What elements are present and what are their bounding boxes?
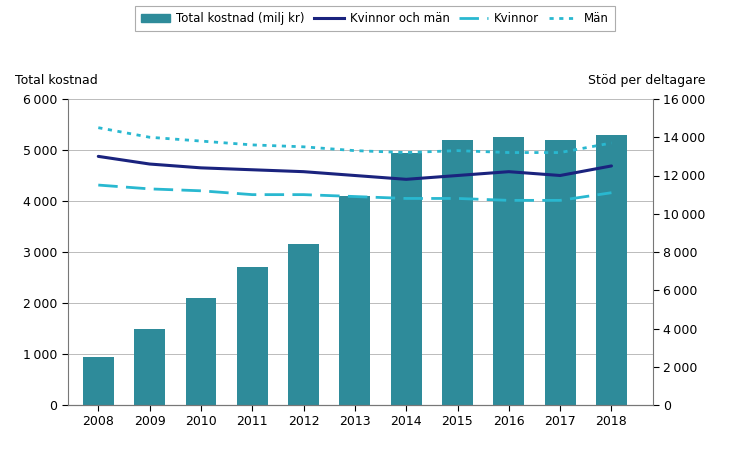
Bar [237, 267, 268, 405]
Bar [185, 298, 216, 405]
Bar [288, 244, 319, 405]
Bar [596, 135, 627, 405]
Bar [340, 196, 370, 405]
Text: Stöd per deltagare: Stöd per deltagare [588, 74, 705, 87]
Bar [494, 137, 524, 405]
Bar [544, 140, 575, 405]
Legend: Total kostnad (milj kr), Kvinnor och män, Kvinnor, Män: Total kostnad (milj kr), Kvinnor och män… [135, 6, 615, 31]
Bar [442, 140, 473, 405]
Bar [83, 356, 114, 405]
Bar [391, 153, 422, 405]
Text: Total kostnad: Total kostnad [15, 74, 98, 87]
Bar [134, 328, 165, 405]
